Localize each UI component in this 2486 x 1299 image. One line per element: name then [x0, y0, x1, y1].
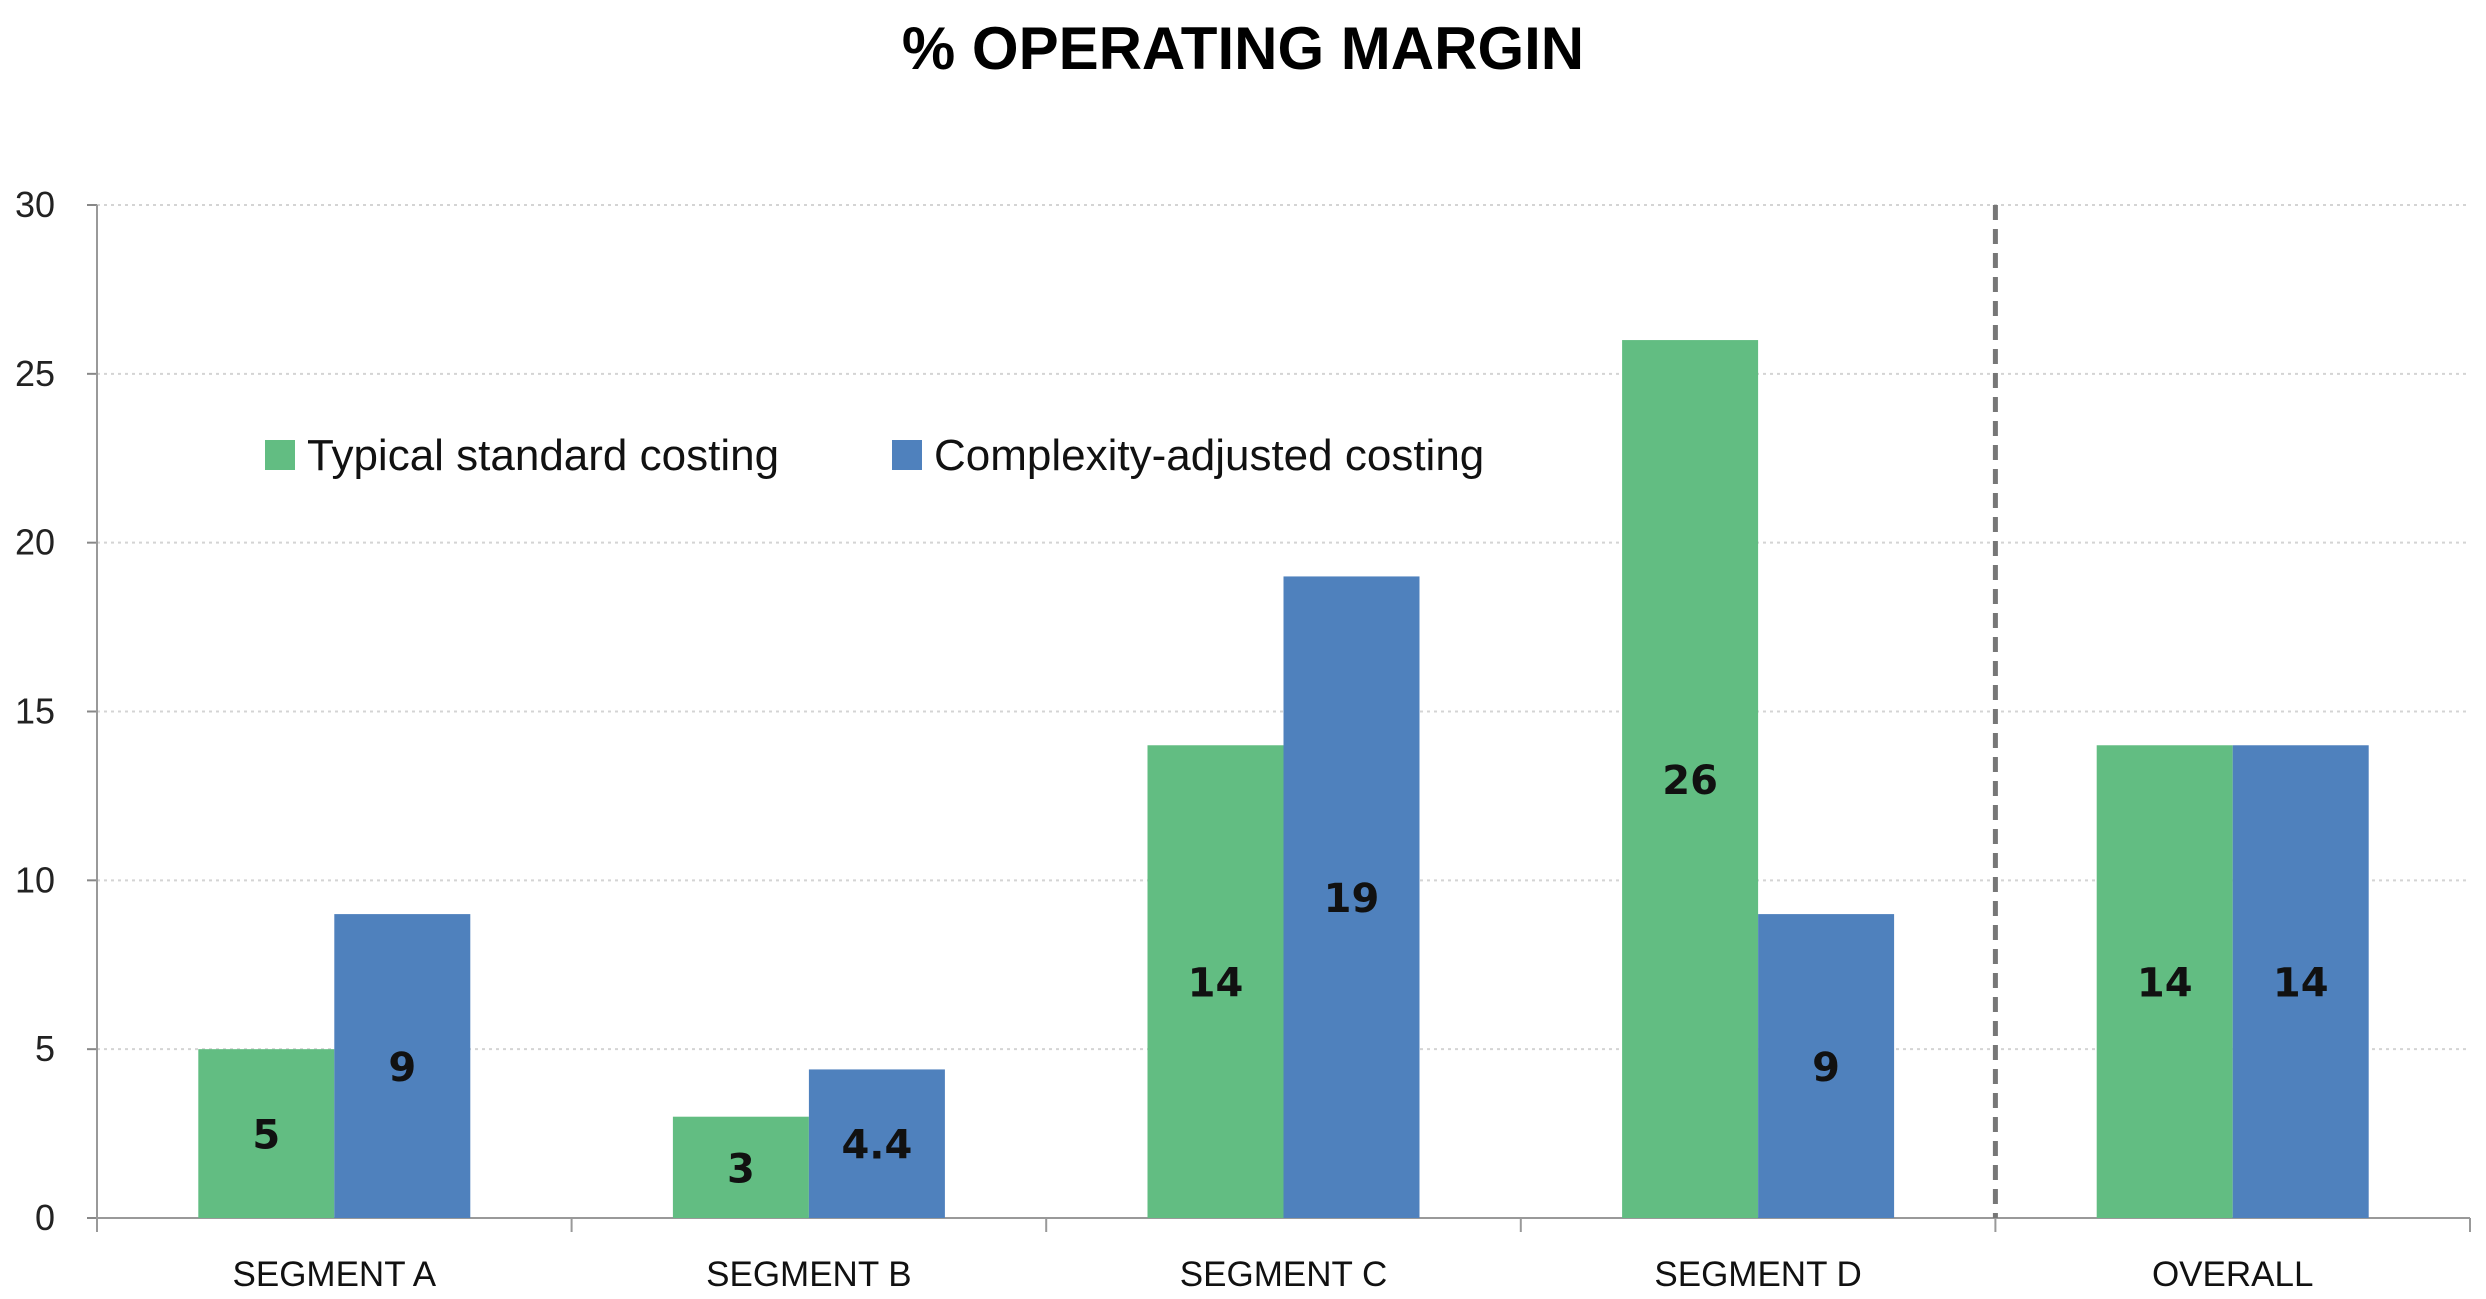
x-tick-label: SEGMENT D [1654, 1255, 1861, 1294]
y-tick-label: 30 [15, 184, 55, 225]
y-tick-label: 15 [15, 691, 55, 732]
bar [1147, 745, 1284, 1218]
x-tick-label: OVERALL [2152, 1255, 2313, 1294]
bar [1758, 914, 1895, 1218]
data-label: 26 [1662, 758, 1718, 804]
legend: Typical standard costing Complexity-adjus… [265, 431, 1484, 480]
bars [198, 340, 2369, 1219]
x-tick-label: SEGMENT A [233, 1255, 437, 1294]
legend-label: Typical standard costing [307, 431, 779, 480]
y-tick-label: 0 [35, 1197, 55, 1238]
data-label: 9 [1812, 1045, 1840, 1091]
bar [2096, 745, 2233, 1218]
bar [808, 1069, 945, 1218]
data-labels: 5 9 3 4.4 14 19 26 9 14 14 [252, 758, 2328, 1192]
bar [334, 914, 471, 1218]
bar [198, 1049, 335, 1218]
y-tick-label: 10 [15, 859, 55, 900]
legend-swatch [892, 440, 922, 470]
data-label: 19 [1324, 876, 1380, 922]
bar [672, 1116, 809, 1218]
axes: 0 5 10 15 20 25 30 SEGMENT A SEGMENT B SEGMENT C S… [15, 184, 2471, 1294]
data-label: 5 [252, 1113, 280, 1159]
x-tick-label: SEGMENT B [706, 1255, 912, 1294]
y-tick-label: 20 [15, 522, 55, 563]
data-label: 9 [388, 1045, 416, 1091]
chart-title: % OPERATING MARGIN [901, 15, 1585, 82]
data-label: 14 [1188, 961, 1244, 1007]
legend-swatch [265, 440, 295, 470]
bar [2232, 745, 2369, 1218]
y-tick-label: 5 [35, 1028, 55, 1069]
data-label: 4.4 [841, 1123, 912, 1169]
bar [1622, 340, 1759, 1219]
data-label: 14 [2273, 961, 2329, 1007]
y-tick-label: 25 [15, 353, 55, 394]
data-label: 14 [2137, 961, 2193, 1007]
data-label: 3 [727, 1146, 755, 1192]
bar [1283, 576, 1420, 1218]
x-tick-label: SEGMENT C [1180, 1255, 1387, 1294]
legend-label: Complexity-adjusted costing [934, 431, 1484, 480]
